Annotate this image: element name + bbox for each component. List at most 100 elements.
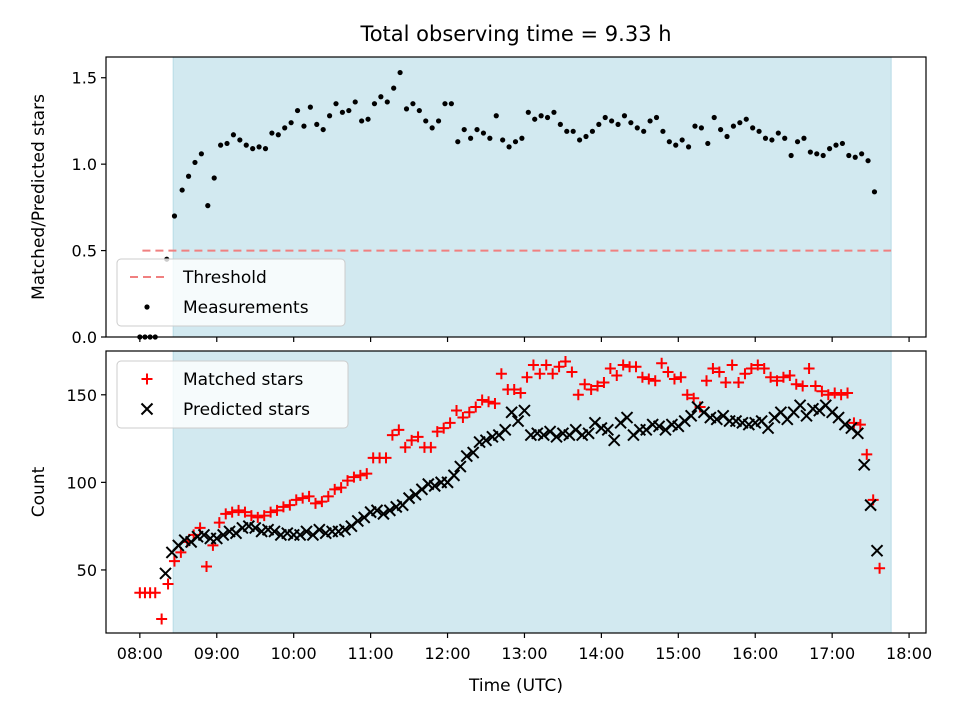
- data-point: [538, 113, 544, 119]
- data-point: [521, 371, 533, 383]
- data-point: [320, 126, 326, 133]
- data-point: [794, 139, 801, 145]
- data-point: [402, 491, 416, 505]
- data-point: [846, 152, 852, 159]
- data-point: [416, 107, 422, 114]
- data-point: [820, 152, 826, 159]
- data-point: [258, 510, 270, 522]
- x-axis-label: Time (UTC): [468, 676, 563, 696]
- data-point: [592, 380, 604, 392]
- data-point: [861, 448, 873, 460]
- data-point: [293, 528, 307, 542]
- data-point: [653, 114, 660, 121]
- data-point: [371, 101, 378, 107]
- data-point: [534, 368, 546, 380]
- data-point: [179, 187, 185, 193]
- data-point: [479, 434, 493, 447]
- data-point: [662, 366, 674, 378]
- data-point: [803, 363, 815, 375]
- data-point: [775, 130, 781, 136]
- data-point: [493, 113, 499, 119]
- data-point: [874, 562, 886, 574]
- data-point: [762, 135, 769, 141]
- data-point: [615, 121, 621, 128]
- data-point: [269, 130, 275, 136]
- data-point: [470, 401, 482, 413]
- x-tick-label: 11:00: [348, 644, 394, 663]
- data-point: [679, 137, 685, 143]
- y-tick-label: 0.0: [72, 328, 97, 347]
- data-point: [515, 387, 527, 399]
- data-point: [684, 409, 698, 423]
- y-axis-label: Matched/Predicted stars: [29, 94, 49, 300]
- data-point: [192, 159, 198, 166]
- data-point: [835, 389, 847, 401]
- data-point: [551, 109, 557, 115]
- data-point: [406, 434, 418, 446]
- data-point: [268, 525, 281, 538]
- data-point: [833, 142, 839, 148]
- y-axis-label: Count: [29, 466, 49, 517]
- data-point: [692, 123, 698, 129]
- data-point: [277, 501, 289, 513]
- data-point: [851, 427, 865, 440]
- data-point: [397, 69, 403, 76]
- data-point: [284, 499, 296, 511]
- data-point: [448, 101, 454, 107]
- data-point: [557, 121, 563, 128]
- data-point: [476, 394, 488, 406]
- data-point: [339, 109, 346, 115]
- data-point: [205, 203, 211, 209]
- data-point: [701, 375, 713, 387]
- data-point: [724, 133, 730, 140]
- legend-label: Threshold: [182, 268, 267, 288]
- data-point: [230, 132, 237, 138]
- data-point: [634, 125, 640, 131]
- x-tick-label: 15:00: [655, 644, 701, 663]
- legend-swatch: [144, 304, 150, 310]
- data-point: [553, 361, 565, 373]
- data-point: [346, 107, 352, 114]
- data-point: [156, 613, 168, 625]
- data-point: [171, 213, 178, 219]
- data-point: [711, 114, 717, 121]
- data-point: [790, 378, 802, 390]
- data-point: [438, 422, 450, 434]
- data-point: [826, 146, 833, 152]
- data-point: [788, 152, 794, 159]
- data-point: [423, 118, 429, 124]
- data-point: [793, 399, 807, 412]
- data-point: [698, 125, 704, 131]
- data-point: [218, 142, 224, 148]
- data-point: [383, 504, 397, 517]
- data-point: [745, 363, 757, 375]
- data-point: [499, 423, 512, 437]
- data-point: [329, 483, 341, 495]
- data-point: [455, 139, 461, 145]
- chart-title: Total observing time = 9.33 h: [359, 22, 671, 46]
- data-point: [756, 128, 762, 134]
- data-point: [386, 429, 398, 441]
- data-point: [447, 469, 461, 482]
- data-point: [495, 368, 507, 380]
- data-point: [797, 380, 809, 392]
- data-point: [265, 506, 277, 518]
- data-point: [313, 523, 326, 536]
- data-point: [602, 114, 608, 121]
- data-point: [500, 137, 506, 143]
- legend-label: Matched stars: [183, 370, 303, 390]
- x-tick-label: 18:00: [886, 644, 932, 663]
- axes-frame: [105, 56, 927, 338]
- data-point: [460, 449, 473, 463]
- data-point: [720, 377, 732, 389]
- data-point: [197, 528, 211, 542]
- bottom-panel: 50 100 150 08:00 09:00 10:00 11:00 12:00 13:00 14…: [29, 350, 932, 663]
- data-point: [737, 120, 743, 126]
- data-point: [822, 389, 834, 401]
- data-point: [570, 128, 576, 134]
- data-point: [859, 151, 865, 157]
- data-point: [224, 140, 230, 147]
- data-point: [596, 121, 602, 128]
- data-point: [290, 494, 302, 506]
- data-point: [512, 139, 519, 145]
